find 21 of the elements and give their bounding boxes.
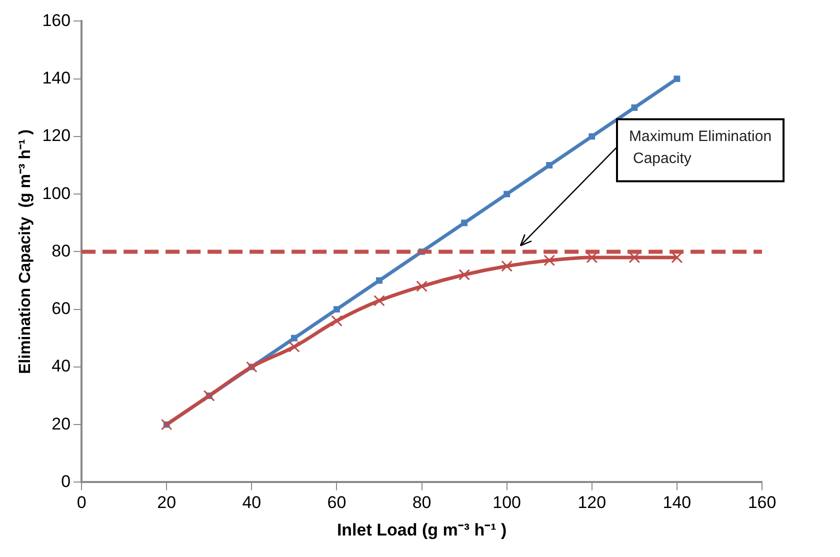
x-tick-label: 0 <box>76 493 86 512</box>
x-tick-label: 160 <box>748 493 776 512</box>
x-axis-title: Inlet Load (g m⁻³ h⁻¹ ) <box>336 520 507 540</box>
y-tick-label: 100 <box>42 184 71 203</box>
x-tick-label: 80 <box>412 493 432 512</box>
y-tick-label: 140 <box>42 68 71 88</box>
x-tick-label: 140 <box>662 493 692 512</box>
y-axis-title: Elimination Capacity (g m⁻³ h⁻¹ ) <box>17 129 34 374</box>
y-tick-label: 120 <box>42 126 71 146</box>
x-tick-label: 40 <box>242 493 262 512</box>
x-tick-label: 20 <box>157 493 176 512</box>
y-tick-label: 160 <box>42 10 71 30</box>
y-tick-label: 0 <box>61 472 71 491</box>
x-tick-label: 60 <box>327 493 346 512</box>
annotation: Maximum Elimination Capacity <box>629 128 772 167</box>
y-tick-label: 80 <box>52 241 71 260</box>
y-tick-label: 40 <box>52 356 71 376</box>
x-tick-label: 120 <box>578 493 606 512</box>
y-tick-label: 20 <box>52 414 71 434</box>
y-tick-label: 60 <box>52 299 71 318</box>
x-tick-label: 100 <box>492 493 522 512</box>
